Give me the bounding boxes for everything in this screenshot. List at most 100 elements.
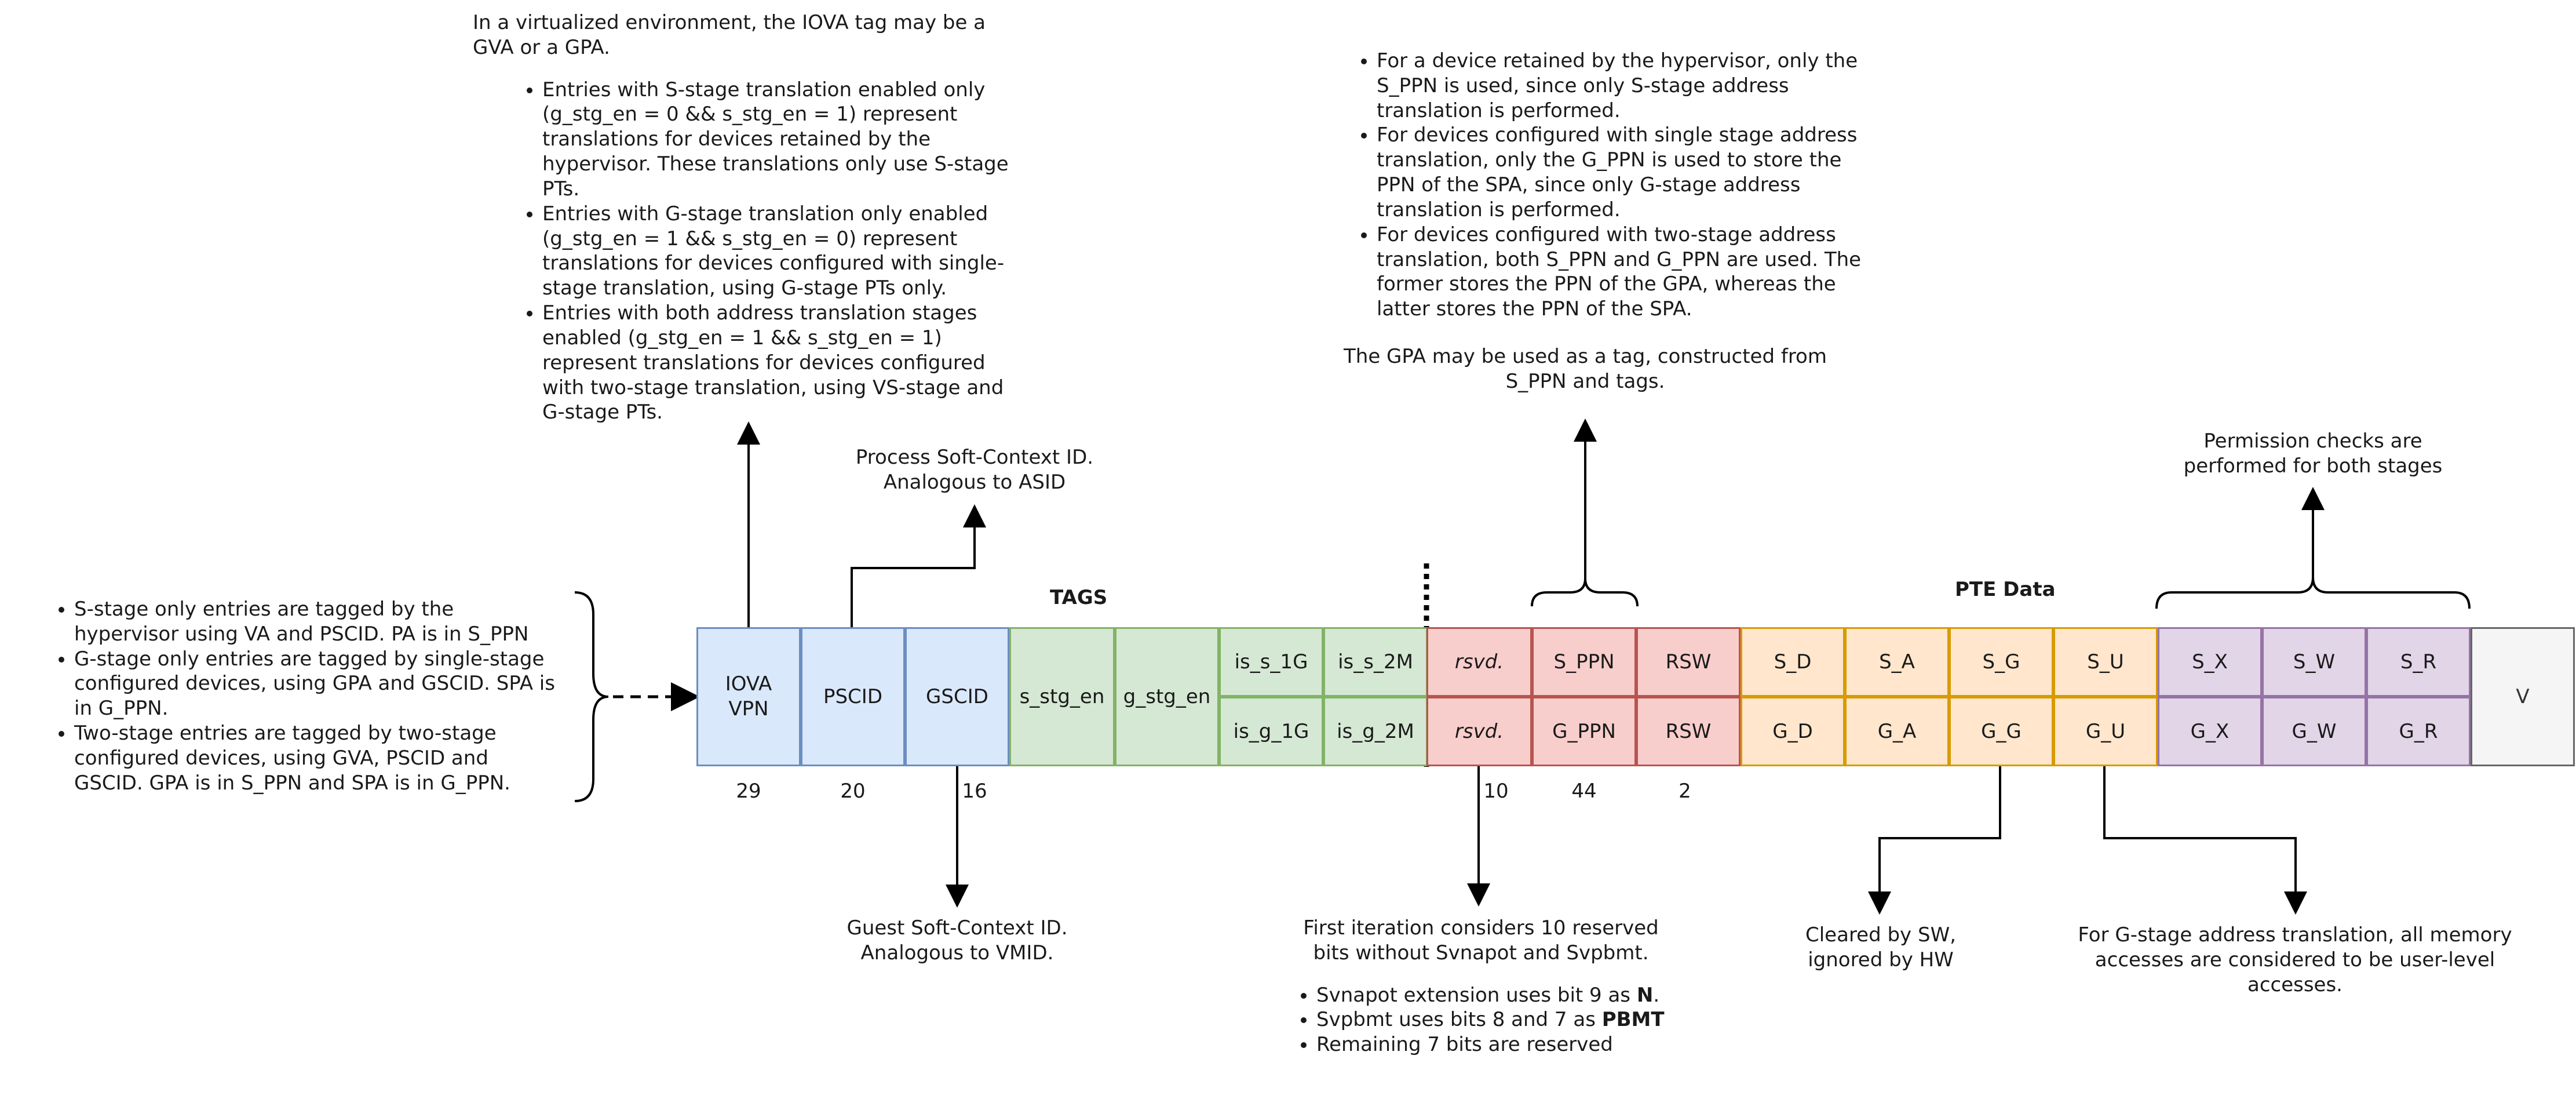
g-u-note: For G-stage address translation, all mem… bbox=[2078, 923, 2512, 996]
permission-brace bbox=[2155, 577, 2471, 609]
g-x-field: G_X bbox=[2158, 697, 2262, 766]
is-s-1g-label: is_s_1G bbox=[1234, 650, 1308, 674]
iova-note-bullet: Entries with G-stage translation only en… bbox=[542, 202, 1029, 301]
ppn-note-bullet: For devices configured with single stage… bbox=[1377, 123, 1866, 222]
g-ppn-field: G_PPN bbox=[1532, 697, 1636, 766]
tags-header: TAGS bbox=[1050, 586, 1108, 609]
rsvd-note-list: Svnapot extension uses bit 9 as N. Svpbm… bbox=[1278, 983, 1684, 1057]
g-a-label: G_A bbox=[1877, 719, 1917, 743]
rsvd-g-field: rsvd. bbox=[1426, 697, 1532, 766]
g-g-label: G_G bbox=[1981, 719, 2022, 743]
s-g-label: S_G bbox=[1982, 650, 2020, 674]
g-w-label: G_W bbox=[2292, 719, 2337, 743]
g-w-field: G_W bbox=[2262, 697, 2366, 766]
s-d-label: S_D bbox=[1774, 650, 1812, 674]
g-stg-en-field: g_stg_en bbox=[1115, 627, 1219, 766]
rsvd-bullet-text: Svpbmt uses bits 8 and 7 as bbox=[1316, 1008, 1602, 1032]
g-u-field: G_U bbox=[2053, 697, 2158, 766]
gscid-label: GSCID bbox=[926, 685, 988, 708]
rsvd-bullet-bold: N bbox=[1636, 983, 1654, 1007]
rsvd-bullet-bold: PBMT bbox=[1601, 1008, 1665, 1032]
s-u-label: S_U bbox=[2087, 650, 2124, 674]
ppn-note-bullet: For a device retained by the hypervisor,… bbox=[1377, 49, 1866, 123]
iova-note-intro: In a virtualized environment, the IOVA t… bbox=[473, 11, 986, 59]
g-r-label: G_R bbox=[2399, 719, 2438, 743]
rsvd-bullet-text: Remaining 7 bits are reserved bbox=[1316, 1033, 1613, 1057]
g-d-field: G_D bbox=[1741, 697, 1845, 766]
g-u-label: G_U bbox=[2085, 719, 2126, 743]
gscid-field: GSCID bbox=[905, 627, 1009, 766]
s-w-label: S_W bbox=[2293, 650, 2336, 674]
pscid-arrow bbox=[851, 504, 986, 627]
s-ppn-field: S_PPN bbox=[1532, 627, 1636, 697]
s-d-field: S_D bbox=[1741, 627, 1845, 697]
iova-note-bullet: Entries with S-stage translation enabled… bbox=[542, 78, 1029, 202]
is-g-2m-field: is_g_2M bbox=[1323, 697, 1428, 766]
rsvd-width: 10 bbox=[1483, 780, 1509, 803]
rsvd-note: First iteration considers 10 reserved bi… bbox=[1278, 916, 1684, 1057]
s-w-field: S_W bbox=[2262, 627, 2366, 697]
rsw-width: 2 bbox=[1679, 780, 1691, 803]
rsvd-note-bullet: Svnapot extension uses bit 9 as N. bbox=[1316, 983, 1684, 1008]
tagging-note-bullet: Two-stage entries are tagged by two-stag… bbox=[74, 721, 561, 795]
s-u-field: S_U bbox=[2053, 627, 2158, 697]
pscid-note: Process Soft-Context ID. Analogous to AS… bbox=[855, 446, 1094, 494]
rsw-g-field: RSW bbox=[1636, 697, 1741, 766]
pte-data-header: PTE Data bbox=[1955, 578, 2056, 601]
g-g-field: G_G bbox=[1949, 697, 2053, 766]
rsvd-bullet-text: Svnapot extension uses bit 9 as bbox=[1316, 983, 1637, 1007]
is-s-2m-label: is_s_2M bbox=[1338, 650, 1413, 674]
g-r-field: G_R bbox=[2366, 697, 2471, 766]
g-g-arrow bbox=[1868, 766, 2001, 915]
v-label: V bbox=[2516, 685, 2530, 708]
g-x-label: G_X bbox=[2190, 719, 2230, 743]
iova-note-list: Entries with S-stage translation enabled… bbox=[473, 78, 1029, 425]
rsvd-note-bullet: Svpbmt uses bits 8 and 7 as PBMT bbox=[1316, 1007, 1684, 1032]
s-x-field: S_X bbox=[2158, 627, 2262, 697]
rsw-g-label: RSW bbox=[1665, 719, 1712, 743]
rsvd-s-field: rsvd. bbox=[1426, 627, 1532, 697]
g-ppn-label: G_PPN bbox=[1552, 719, 1616, 743]
is-g-1g-label: is_g_1G bbox=[1233, 719, 1309, 743]
s-x-label: S_X bbox=[2192, 650, 2228, 674]
permission-note: Permission checks are performed for both… bbox=[2183, 430, 2443, 478]
pscid-field: PSCID bbox=[801, 627, 905, 766]
s-stg-en-field: s_stg_en bbox=[1009, 627, 1115, 766]
ppn-note-list: For a device retained by the hypervisor,… bbox=[1321, 49, 1866, 322]
rsw-s-label: RSW bbox=[1665, 650, 1712, 674]
g-u-arrow bbox=[2103, 766, 2307, 915]
is-g-1g-field: is_g_1G bbox=[1219, 697, 1323, 766]
ppn-width: 44 bbox=[1571, 780, 1597, 803]
s-ppn-label: S_PPN bbox=[1553, 650, 1615, 674]
iova-vpn-label: IOVA VPN bbox=[725, 672, 772, 720]
pscid-width: 20 bbox=[840, 780, 866, 803]
tagging-brace bbox=[574, 591, 609, 802]
ppn-note: For a device retained by the hypervisor,… bbox=[1321, 49, 1866, 322]
s-g-field: S_G bbox=[1949, 627, 2053, 697]
rsvd-bullet-tail: . bbox=[1653, 983, 1660, 1007]
g-g-note: Cleared by SW, ignored by HW bbox=[1805, 923, 1956, 971]
s-stg-en-label: s_stg_en bbox=[1019, 685, 1105, 708]
ppn-brace bbox=[1531, 578, 1639, 607]
s-r-field: S_R bbox=[2366, 627, 2471, 697]
rsvd-s-label: rsvd. bbox=[1454, 650, 1504, 674]
rsvd-note-bullet: Remaining 7 bits are reserved bbox=[1316, 1032, 1684, 1057]
ppn-note-footer: The GPA may be used as a tag, constructe… bbox=[1344, 345, 1827, 393]
g-stg-en-label: g_stg_en bbox=[1123, 685, 1211, 708]
tagging-note-bullet: S-stage only entries are tagged by the h… bbox=[74, 597, 561, 647]
rsvd-note-intro: First iteration considers 10 reserved bi… bbox=[1303, 916, 1659, 965]
iova-note-bullet: Entries with both address translation st… bbox=[542, 301, 1029, 425]
iova-width: 29 bbox=[736, 780, 761, 803]
rsw-s-field: RSW bbox=[1636, 627, 1741, 697]
rsvd-g-label: rsvd. bbox=[1454, 719, 1504, 743]
is-s-1g-field: is_s_1G bbox=[1219, 627, 1323, 697]
s-a-field: S_A bbox=[1845, 627, 1949, 697]
iova-vpn-field: IOVA VPN bbox=[696, 627, 801, 766]
gscid-note: Guest Soft-Context ID. Analogous to VMID… bbox=[846, 916, 1068, 965]
s-a-label: S_A bbox=[1879, 650, 1915, 674]
ppn-note-bullet: For devices configured with two-stage ad… bbox=[1377, 223, 1866, 322]
g-a-field: G_A bbox=[1845, 697, 1949, 766]
v-field: V bbox=[2471, 627, 2575, 766]
pscid-label: PSCID bbox=[823, 685, 883, 708]
